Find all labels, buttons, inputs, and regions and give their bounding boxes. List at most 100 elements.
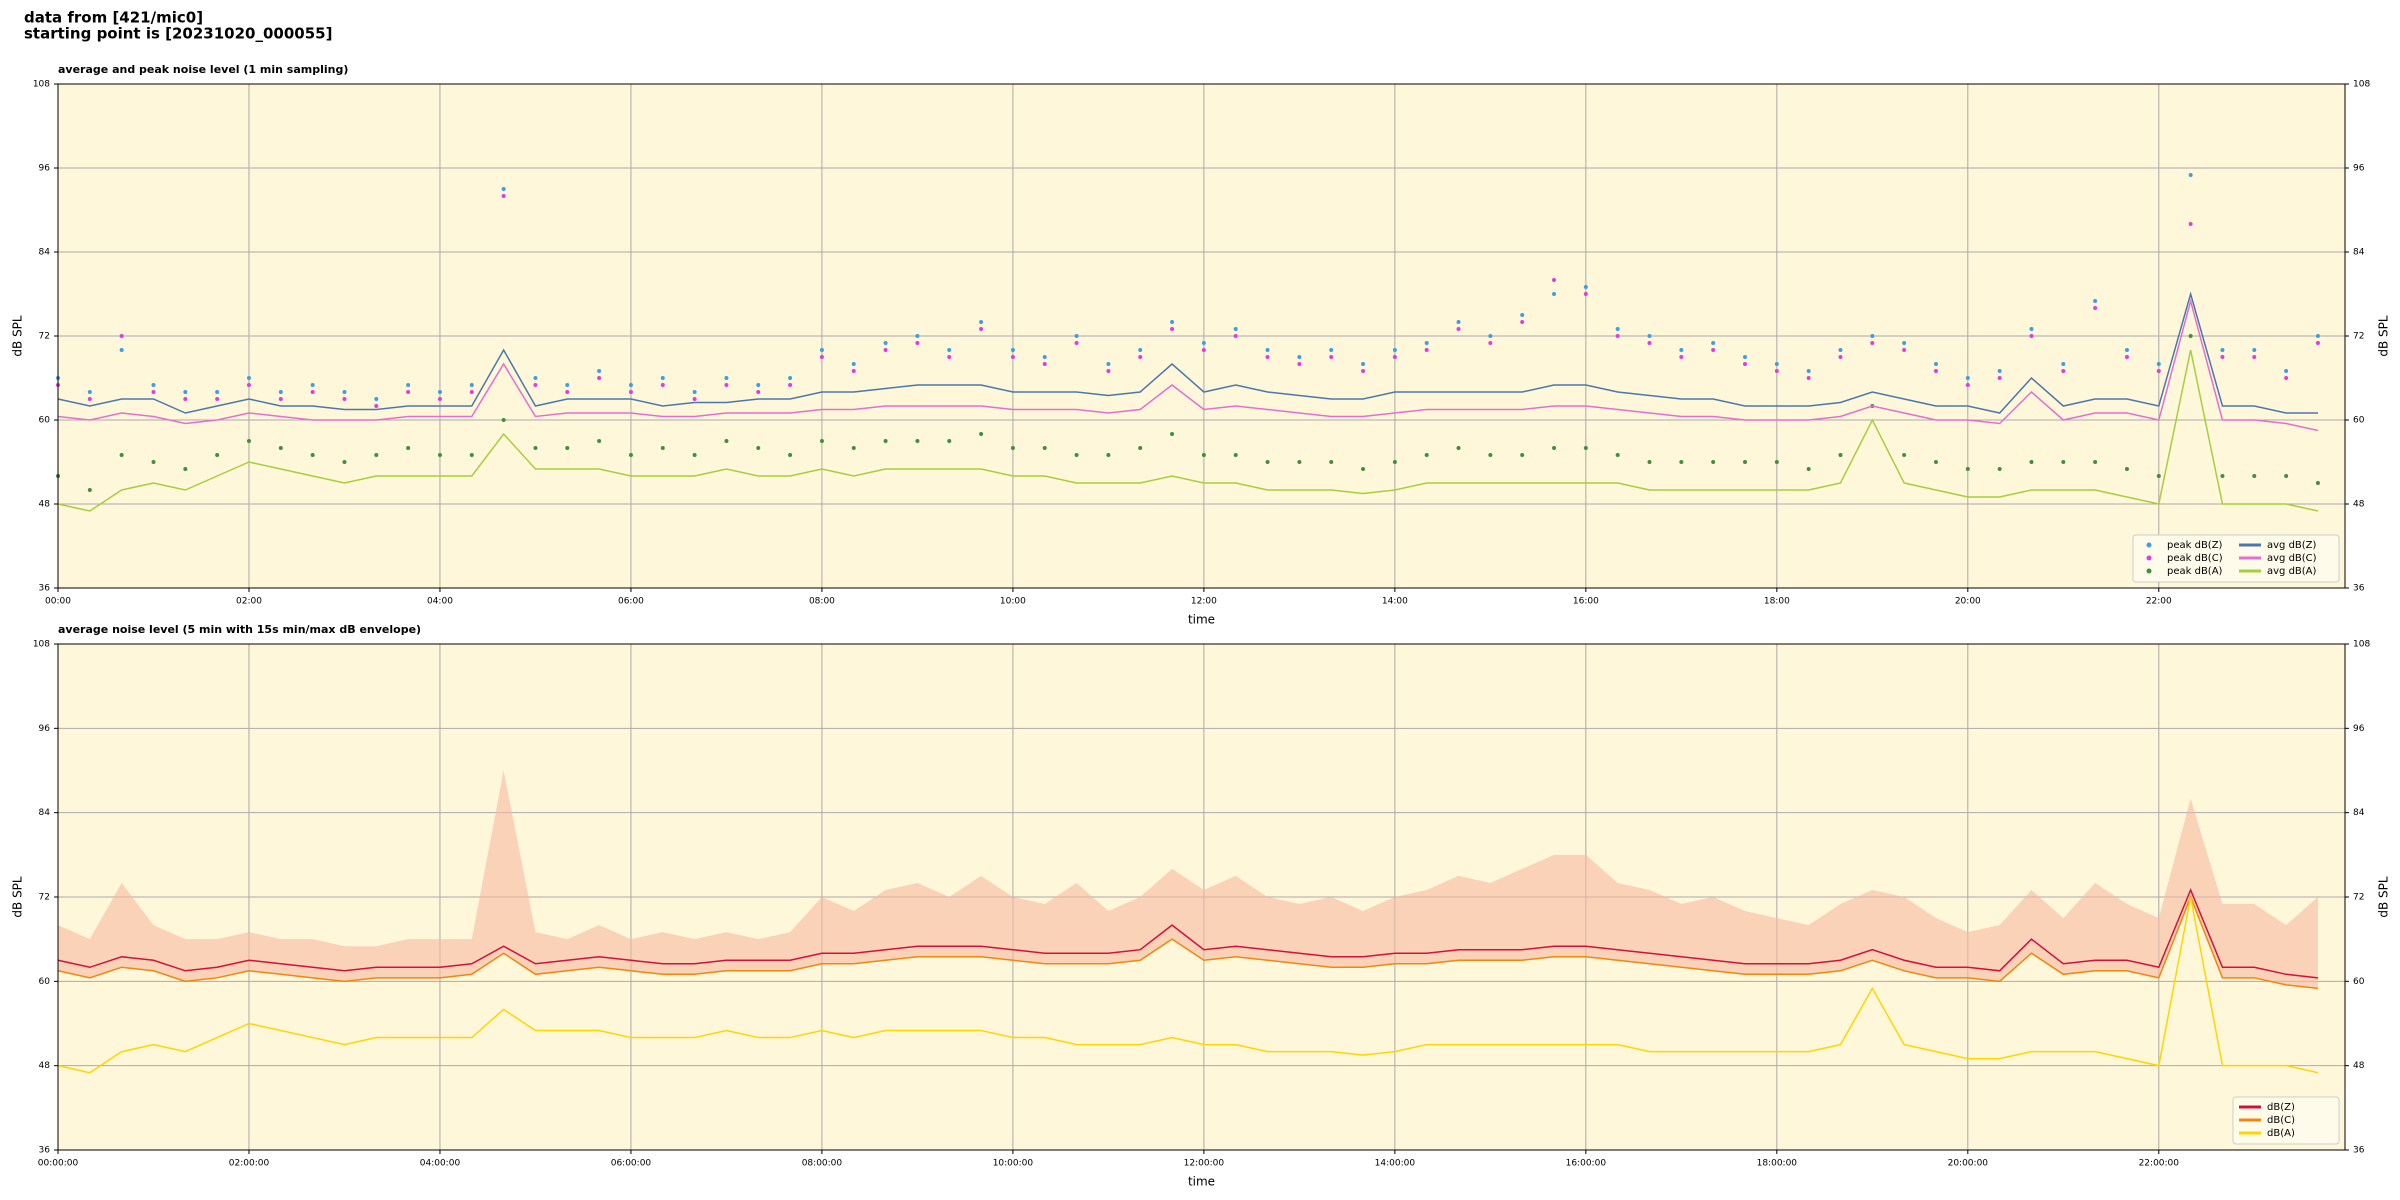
y-tick-label: 84 xyxy=(39,248,51,258)
x-tick-label: 20:00 xyxy=(1955,597,1981,607)
x-tick-label: 06:00:00 xyxy=(611,1159,652,1169)
peak-point xyxy=(406,446,411,450)
peak-point xyxy=(119,348,124,352)
peak-point xyxy=(2093,460,2098,464)
panel-title: average and peak noise level (1 min samp… xyxy=(58,63,348,76)
peak-point xyxy=(565,383,570,387)
peak-point xyxy=(374,404,379,408)
y-axis-label-right: dB SPL xyxy=(2377,876,2391,918)
peak-point xyxy=(183,467,188,471)
peak-point xyxy=(1615,453,1620,457)
y-tick-label: 72 xyxy=(39,893,50,903)
peak-point xyxy=(1806,467,1811,471)
peak-point xyxy=(151,460,156,464)
x-tick-label: 14:00:00 xyxy=(1375,1159,1416,1169)
legend-label: avg dB(C) xyxy=(2267,553,2317,564)
legend-marker xyxy=(2146,555,2152,561)
x-axis-label: time xyxy=(1188,613,1215,627)
y-axis-label: dB SPL xyxy=(11,876,25,918)
peak-point xyxy=(979,327,984,331)
peak-point xyxy=(1361,369,1366,373)
peak-point xyxy=(1520,313,1525,317)
peak-point xyxy=(87,397,92,401)
peak-point xyxy=(215,397,220,401)
peak-point xyxy=(1520,320,1525,324)
peak-point xyxy=(2061,362,2066,366)
legend-label: avg dB(Z) xyxy=(2267,540,2317,551)
peak-point xyxy=(1392,355,1397,359)
peak-point xyxy=(310,390,315,394)
peak-point xyxy=(915,334,920,338)
peak-point xyxy=(533,376,538,380)
peak-point xyxy=(278,446,283,450)
y-tick-label-right: 108 xyxy=(2353,640,2370,650)
peak-point xyxy=(2124,467,2129,471)
peak-point xyxy=(1456,446,1461,450)
header-line: data from [421/mic0] xyxy=(24,9,203,27)
panel: average noise level (5 min with 15s min/… xyxy=(11,623,2391,1189)
peak-point xyxy=(1838,355,1843,359)
peak-point xyxy=(1074,453,1079,457)
x-tick-label: 12:00 xyxy=(1191,597,1217,607)
y-tick-label-right: 84 xyxy=(2353,808,2365,818)
legend-label: dB(Z) xyxy=(2267,1102,2295,1113)
peak-point xyxy=(2252,474,2257,478)
y-tick-label: 36 xyxy=(39,1146,51,1156)
peak-point xyxy=(883,348,888,352)
y-tick-label-right: 84 xyxy=(2353,248,2365,258)
peak-point xyxy=(1647,460,1652,464)
peak-point xyxy=(437,397,442,401)
legend: dB(Z) dB(C) dB(A) xyxy=(2232,1096,2340,1145)
peak-point xyxy=(342,460,347,464)
peak-point xyxy=(1392,460,1397,464)
peak-point xyxy=(246,439,251,443)
y-tick-label: 48 xyxy=(39,500,51,510)
peak-point xyxy=(692,453,697,457)
peak-point xyxy=(1743,460,1748,464)
peak-point xyxy=(660,376,665,380)
peak-point xyxy=(597,369,602,373)
peak-point xyxy=(119,453,124,457)
peak-point xyxy=(1997,369,2002,373)
x-tick-label: 04:00 xyxy=(427,597,453,607)
peak-point xyxy=(851,362,856,366)
peak-point xyxy=(628,390,633,394)
peak-point xyxy=(1743,355,1748,359)
peak-point xyxy=(1297,362,1302,366)
x-tick-label: 18:00 xyxy=(1764,597,1790,607)
peak-point xyxy=(469,453,474,457)
peak-point xyxy=(979,432,984,436)
y-tick-label-right: 72 xyxy=(2353,332,2364,342)
y-tick-label-right: 48 xyxy=(2353,1061,2365,1071)
peak-point xyxy=(1583,285,1588,289)
x-tick-label: 00:00:00 xyxy=(38,1159,79,1169)
x-tick-label: 02:00 xyxy=(236,597,262,607)
peak-point xyxy=(1233,453,1238,457)
peak-point xyxy=(1838,453,1843,457)
peak-point xyxy=(788,453,793,457)
peak-point xyxy=(2188,222,2193,226)
peak-point xyxy=(1615,327,1620,331)
peak-point xyxy=(1743,362,1748,366)
peak-point xyxy=(1170,320,1175,324)
peak-point xyxy=(788,376,793,380)
peak-point xyxy=(1679,460,1684,464)
x-tick-label: 18:00:00 xyxy=(1757,1159,1798,1169)
peak-point xyxy=(1870,341,1875,345)
peak-point xyxy=(2188,334,2193,338)
y-tick-label: 60 xyxy=(39,416,51,426)
y-tick-label: 108 xyxy=(33,80,50,90)
peak-point xyxy=(788,383,793,387)
series-line xyxy=(57,894,2319,990)
peak-point xyxy=(756,446,761,450)
peak-point xyxy=(1488,453,1493,457)
series-line xyxy=(57,349,2319,512)
legend-box xyxy=(2132,534,2340,583)
peak-point xyxy=(628,453,633,457)
series-line xyxy=(57,291,2318,414)
peak-point xyxy=(183,390,188,394)
peak-point xyxy=(1265,355,1270,359)
peak-point xyxy=(2029,334,2034,338)
y-tick-label: 60 xyxy=(39,977,51,987)
peak-point xyxy=(2124,355,2129,359)
